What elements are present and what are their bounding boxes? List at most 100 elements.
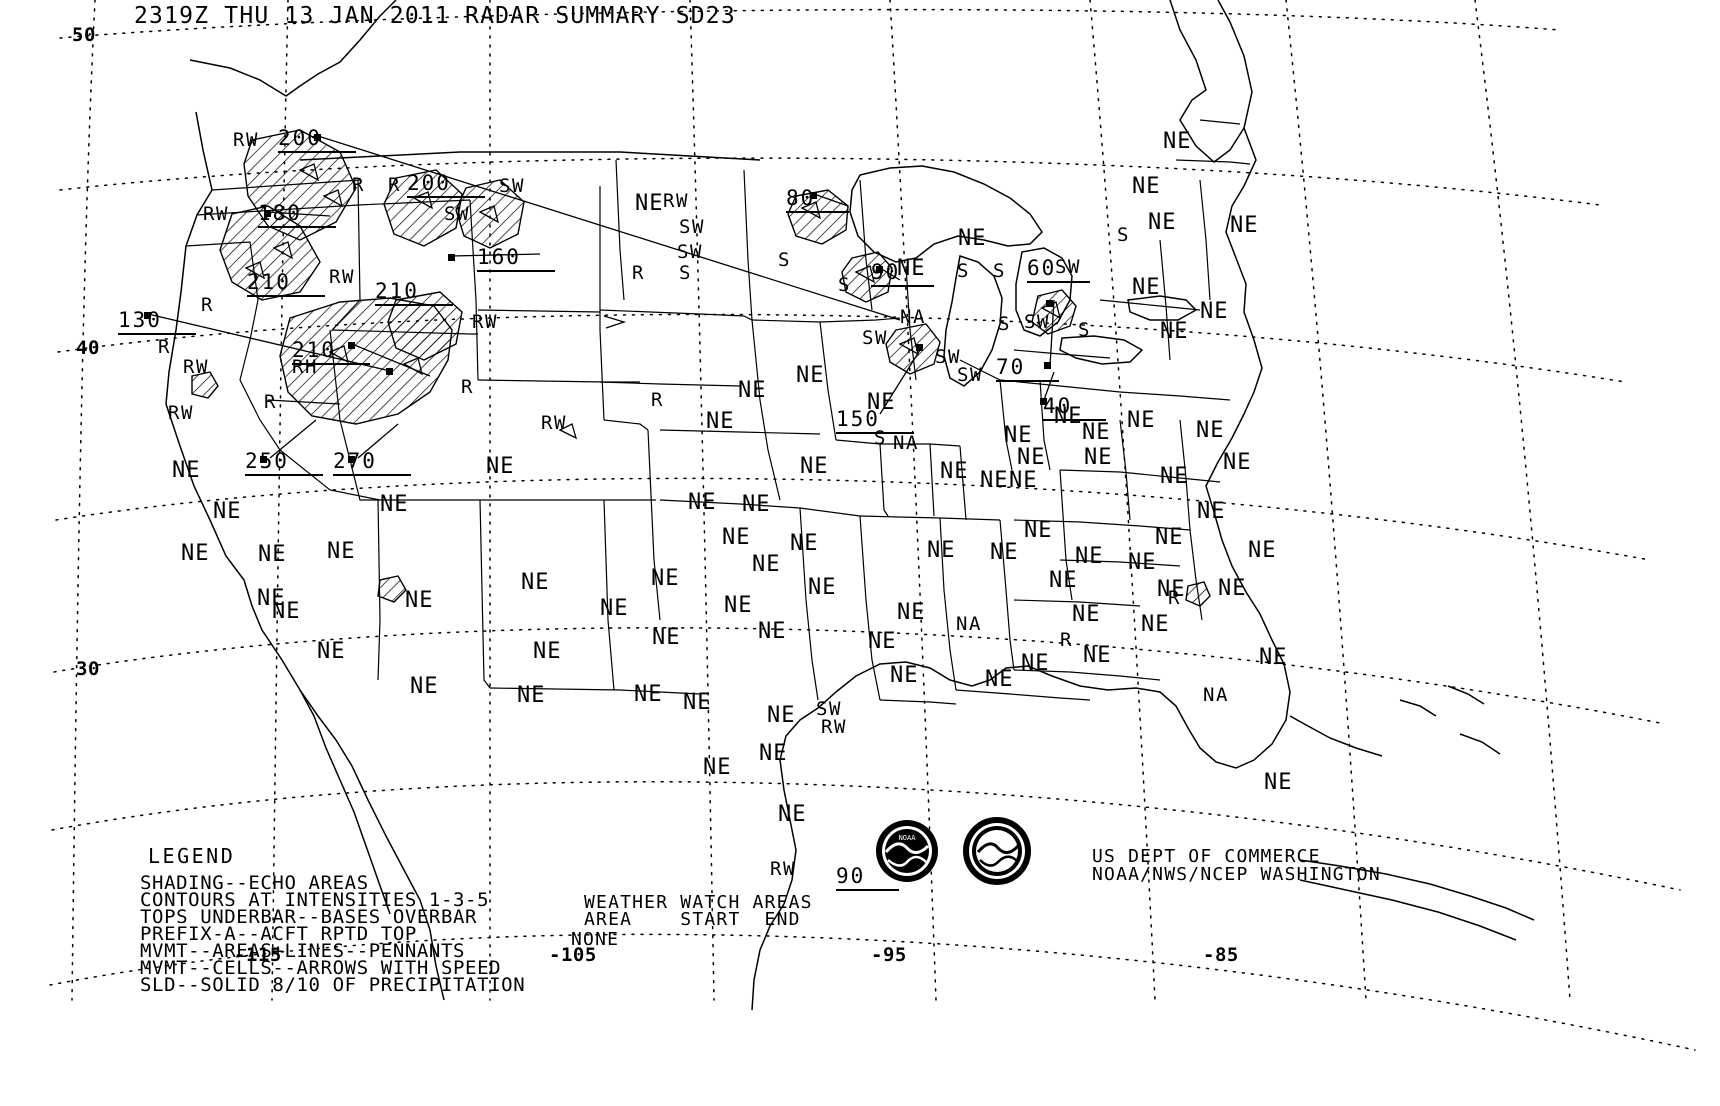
station-report-no-echo: NE [1248,538,1277,563]
station-report-precip-type: S [993,260,1006,282]
station-report-no-echo: NE [517,683,546,708]
station-report-no-echo: NE [1160,464,1189,489]
station-report-no-echo: NE [1141,612,1170,637]
station-report-no-echo: NE [521,570,550,595]
watch-heading: WEATHER WATCH AREAS [584,892,813,913]
station-report-precip-type: R [388,174,401,196]
station-report-no-echo: NE [1223,450,1252,475]
station-report-precip-type: S [679,262,692,284]
station-report-no-echo: NE [800,454,829,479]
station-report-no-echo: NE [181,541,210,566]
station-report-no-echo: NE [380,492,409,517]
legend-lines: SHADING--ECHO AREAS CONTOURS AT INTENSITI… [140,872,526,996]
station-report-no-echo: NE [1155,525,1184,550]
station-report-precip-type: NA [893,432,919,454]
lon-label-95: -95 [871,944,907,966]
echo-top-value: 210 [292,340,370,365]
station-report-precip-type: RW [203,203,229,225]
station-report-no-echo: NE [1082,420,1111,445]
station-report-precip-type: R [1060,629,1073,651]
station-report-precip-type: R [461,376,474,398]
station-report-no-echo: NE [758,619,787,644]
echo-top-value: 210 [247,272,325,297]
station-report-no-echo: NE [867,390,896,415]
station-report-precip-type: S [874,427,887,449]
station-report-no-echo: NE [683,690,712,715]
legend-line: SLD--SOLID 8/10 OF PRECIPITATION [140,974,526,996]
station-report-precip-type: R [201,294,214,316]
station-report-precip-type: RW [472,311,498,333]
station-report-no-echo: NE [1132,174,1161,199]
station-report-no-echo: NE [634,682,663,707]
station-report-precip-type: SW [935,346,961,368]
lat-label-40: 40 [76,337,100,359]
echo-top-value: 90 [871,262,935,287]
legend-title: LEGEND [148,844,236,868]
station-report-precip-type: SW [677,241,703,263]
watch-value: NONE [571,929,620,950]
echo-top-value: 250 [245,451,323,476]
station-report-no-echo: NE [703,755,732,780]
station-report-no-echo: NE [258,542,287,567]
station-report-precip-type: RW [770,858,796,880]
lat-label-50: 50 [72,24,96,46]
station-report-no-echo: NE [1017,445,1046,470]
station-report-precip-type: RW [541,412,567,434]
station-report-no-echo: NE [1200,299,1229,324]
station-report-no-echo: NE [752,552,781,577]
station-report-precip-type: R [264,391,277,413]
movement-pennants [244,163,1061,440]
echo-top-value: 150 [836,409,914,434]
station-report-no-echo: NE [1157,577,1186,602]
legend-line: MVMT--AREAS+LINES--PENNANTS [140,940,466,962]
station-report-no-echo: NE [1004,423,1033,448]
station-report-no-echo: NE [317,639,346,664]
graticule-parallels [49,8,1696,1051]
station-report-no-echo: NE [486,454,515,479]
lon-label-105: -105 [549,944,597,966]
station-report-no-echo: NE [796,363,825,388]
echo-top-value: 130 [118,310,196,335]
station-report-no-echo: NE [868,629,897,654]
station-report-no-echo: NE [1024,518,1053,543]
svg-text:NOAA: NOAA [899,834,917,842]
station-report-precip-type: RW [663,190,689,212]
station-report-precip-type: SW [444,203,470,225]
credit-line-1: US DEPT OF COMMERCE [1092,846,1321,867]
station-report-precip-type: SW [816,698,842,720]
station-report-no-echo: NE [652,625,681,650]
station-report-precip-type: NA [900,306,926,328]
station-report-no-echo: NE [635,191,664,216]
station-report-no-echo: NE [738,378,767,403]
station-report-precip-type: R [632,262,645,284]
station-report-no-echo: NE [790,531,819,556]
station-report-no-echo: NE [1021,651,1050,676]
station-report-no-echo: NE [1049,568,1078,593]
station-report-no-echo: NE [980,468,1009,493]
lon-label-115: -115 [234,944,282,966]
station-report-precip-type: RW [168,402,194,424]
echo-top-value: 40 [1043,396,1107,421]
station-report-precip-type: S [998,313,1011,335]
station-report-no-echo: NE [958,226,987,251]
legend-line: SHADING--ECHO AREAS [140,872,369,894]
station-report-no-echo: NE [688,490,717,515]
station-report-no-echo: NE [1084,445,1113,470]
station-report-no-echo: NE [1127,408,1156,433]
lat-label-30: 30 [76,658,100,680]
station-report-precip-type: NA [956,613,982,635]
echo-top-value: 60 [1027,258,1091,283]
station-report-no-echo: NE [257,586,286,611]
echo-top-value: 160 [477,247,555,272]
station-report-no-echo: NE [1160,319,1189,344]
station-report-no-echo: NE [759,741,788,766]
station-report-no-echo: NE [897,600,926,625]
station-report-no-echo: NE [1163,129,1192,154]
station-report-precip-type: RW [183,356,209,378]
station-report-no-echo: NE [897,256,926,281]
station-report-precip-type: S [1078,319,1091,341]
station-report-precip-type: SW [679,216,705,238]
station-report-no-echo: NE [1054,404,1083,429]
